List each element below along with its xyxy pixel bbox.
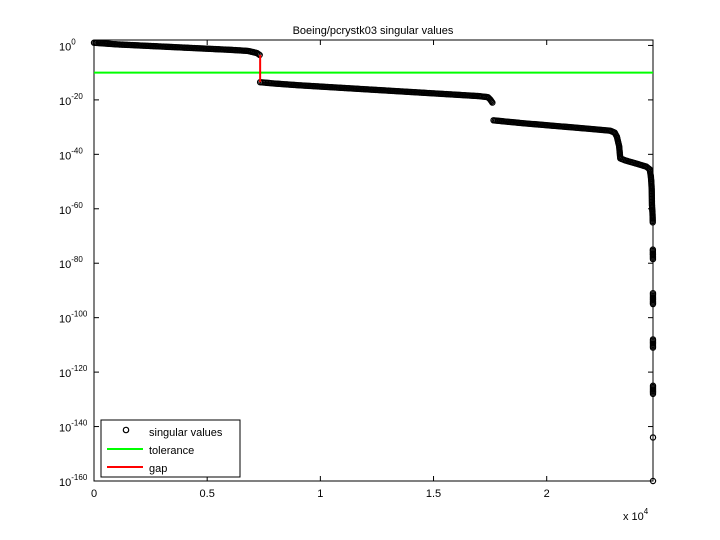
chart-title: Boeing/pcrystk03 singular values — [293, 25, 454, 37]
singular-value-point-485 — [649, 477, 657, 485]
plot-area — [93, 39, 654, 482]
y-tick-label-1: 10-20 — [59, 92, 83, 108]
singular-value-point-469 — [649, 300, 657, 308]
x-tick-label-1: 0.5 — [200, 488, 215, 500]
series-layer — [90, 39, 657, 485]
singular-value-point-285 — [489, 99, 496, 106]
legend: singular values tolerance gap — [100, 419, 241, 478]
legend-marker-singular — [122, 426, 130, 434]
y-tick-label-3: 10-60 — [59, 201, 83, 217]
legend-label-gap: gap — [149, 463, 167, 475]
y-tick-label-0: 100 — [59, 37, 76, 53]
x-scale-label: x 104 — [623, 507, 649, 523]
y-tick-label-4: 10-80 — [59, 255, 83, 271]
singular-value-point-452 — [649, 219, 656, 226]
x-tick-label-0: 0 — [91, 488, 97, 500]
singular-value-point-484 — [649, 434, 657, 441]
singular-value-point-460 — [649, 255, 657, 263]
y-tick-label-5: 10-100 — [59, 310, 88, 326]
singular-value-point-476 — [649, 344, 657, 351]
y-tick-label-8: 10-160 — [59, 473, 88, 489]
y-axis: 100 10-20 10-40 10-60 10-80 10-100 10-120 10-14… — [59, 37, 653, 489]
legend-label-tolerance: tolerance — [149, 445, 194, 457]
x-tick-label-2: 1 — [317, 488, 323, 500]
x-scale-base: x 10 — [623, 511, 644, 523]
x-tick-label-4: 2 — [544, 488, 550, 500]
y-tick-label-6: 10-120 — [59, 364, 88, 380]
x-axis: 0 0.5 1 1.5 2 — [91, 40, 550, 500]
x-scale-exponent: 4 — [644, 507, 649, 516]
singular-value-point-483 — [649, 390, 657, 398]
y-tick-label-7: 10-140 — [59, 419, 88, 435]
y-tick-label-2: 10-40 — [59, 146, 83, 162]
legend-label-singular: singular values — [149, 427, 223, 439]
x-tick-label-3: 1.5 — [426, 488, 441, 500]
